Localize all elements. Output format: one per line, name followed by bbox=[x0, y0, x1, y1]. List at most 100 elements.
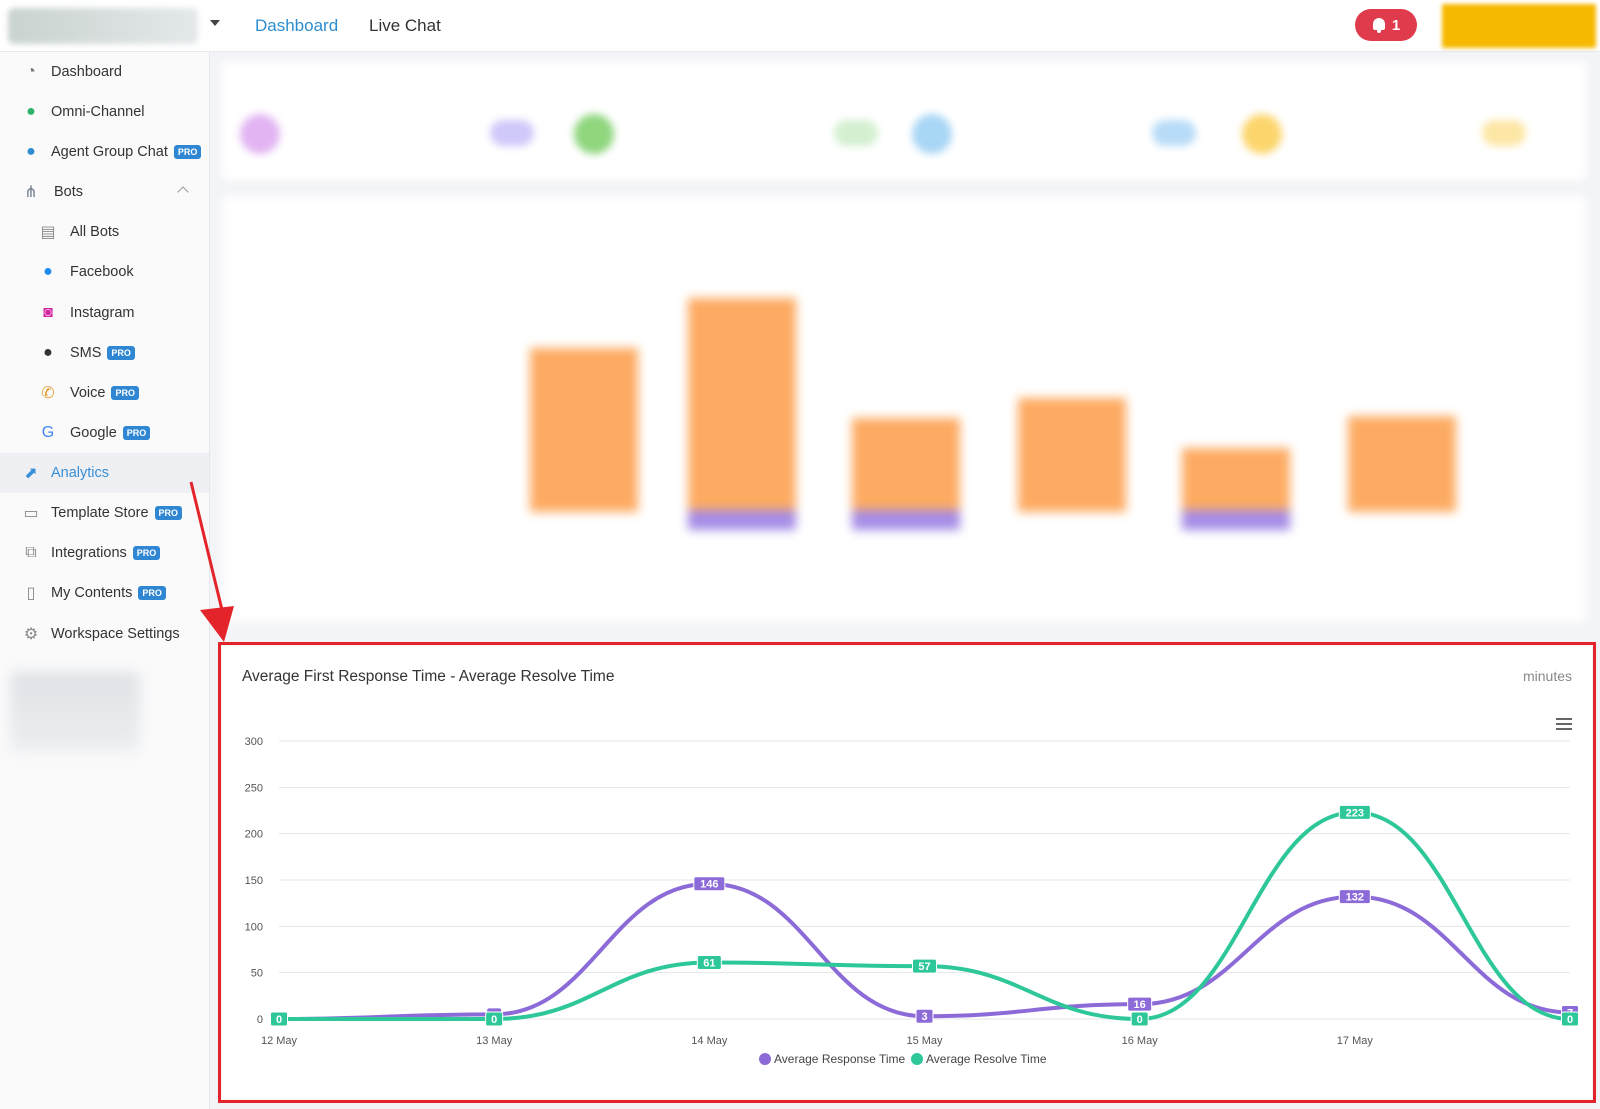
sidebar-item-google[interactable]: G Google PRO bbox=[0, 413, 209, 453]
sidebar-item-instagram[interactable]: ◙ Instagram bbox=[0, 293, 209, 333]
sidebar-item-label: Facebook bbox=[70, 264, 134, 280]
store-icon: ▭ bbox=[23, 505, 39, 522]
dashboard-icon: ◔ bbox=[26, 63, 36, 80]
data-label: 16 bbox=[1134, 999, 1146, 1011]
data-label-bg bbox=[1561, 1011, 1579, 1027]
sidebar-item-label: Template Store bbox=[51, 505, 149, 521]
data-label-bg bbox=[485, 1011, 504, 1027]
sidebar-item-label: Agent Group Chat bbox=[51, 144, 168, 160]
sidebar-item-my-contents[interactable]: ▯ My Contents PRO bbox=[0, 573, 209, 613]
blurred-bar-chart bbox=[222, 196, 1586, 622]
blurred-user-info bbox=[10, 672, 140, 752]
instagram-icon: ◙ bbox=[43, 304, 53, 321]
sidebar-item-label: Integrations bbox=[51, 545, 127, 561]
data-label-bg bbox=[696, 954, 722, 970]
data-label: 0 bbox=[276, 1014, 282, 1026]
sidebar-item-label: All Bots bbox=[70, 224, 120, 240]
nav-live-chat[interactable]: Live Chat bbox=[369, 16, 441, 35]
document-icon: ▯ bbox=[26, 585, 36, 602]
pro-badge: PRO bbox=[122, 426, 151, 440]
sidebar-item-bots[interactable]: ⋔ Bots bbox=[0, 172, 209, 212]
data-label: 223 bbox=[1346, 807, 1364, 819]
data-label-bg bbox=[693, 876, 726, 892]
data-label-bg bbox=[1338, 889, 1371, 905]
sidebar-item-template-store[interactable]: ▭ Template Store PRO bbox=[0, 493, 209, 533]
y-tick-label: 200 bbox=[245, 829, 263, 841]
y-tick-label: 300 bbox=[245, 736, 263, 748]
x-tick-label: 13 May bbox=[476, 1035, 513, 1047]
sidebar-item-label: Google bbox=[70, 425, 117, 441]
chevron-down-icon[interactable] bbox=[210, 20, 220, 26]
pro-badge: PRO bbox=[173, 145, 202, 159]
sidebar-item-facebook[interactable]: ● Facebook bbox=[0, 252, 209, 292]
integrations-icon: ⧉ bbox=[25, 544, 37, 561]
chart-title: Average First Response Time - Average Re… bbox=[242, 668, 615, 685]
data-label: 132 bbox=[1346, 892, 1364, 904]
google-icon: G bbox=[41, 424, 55, 441]
chevron-up-icon[interactable] bbox=[177, 186, 189, 198]
sidebar-item-all-bots[interactable]: ▤ All Bots bbox=[0, 212, 209, 252]
y-tick-label: 50 bbox=[251, 968, 263, 980]
workspace-switcher[interactable] bbox=[8, 8, 198, 44]
chart-menu-icon[interactable] bbox=[1556, 718, 1572, 730]
pro-badge: PRO bbox=[132, 546, 161, 560]
x-tick-label: 16 May bbox=[1122, 1035, 1159, 1047]
sidebar-item-label: Workspace Settings bbox=[51, 626, 180, 642]
sidebar-item-label: Instagram bbox=[70, 305, 135, 321]
nav-dashboard[interactable]: Dashboard bbox=[255, 16, 339, 35]
sitemap-icon: ⋔ bbox=[24, 184, 38, 201]
gear-icon: ⚙ bbox=[23, 626, 39, 643]
x-tick-label: 17 May bbox=[1337, 1035, 1374, 1047]
sidebar-item-agent-group-chat[interactable]: ● Agent Group Chat PRO bbox=[0, 132, 209, 172]
sidebar-item-label: My Contents bbox=[51, 585, 133, 601]
x-tick-label: 15 May bbox=[906, 1035, 943, 1047]
series-line-1 bbox=[277, 810, 1572, 1022]
blurred-stat-cards bbox=[222, 62, 1586, 180]
sidebar-item-integrations[interactable]: ⧉ Integrations PRO bbox=[0, 533, 209, 573]
chat-bubbles-icon: ● bbox=[26, 103, 36, 120]
messenger-icon: ● bbox=[43, 263, 53, 280]
account-menu-button[interactable] bbox=[1442, 4, 1596, 48]
response-time-chart-panel: Average First Response Time - Average Re… bbox=[222, 646, 1592, 1100]
agent-headset-icon: ● bbox=[26, 143, 36, 160]
x-tick-label: 14 May bbox=[691, 1035, 728, 1047]
chart-units: minutes bbox=[1522, 668, 1572, 684]
sidebar-item-label: SMS bbox=[70, 345, 102, 361]
pro-badge: PRO bbox=[138, 586, 166, 600]
data-label: 0 bbox=[491, 1014, 497, 1026]
sidebar-item-label: Voice bbox=[70, 385, 106, 401]
sidebar-item-analytics[interactable]: ⬈ Analytics bbox=[0, 453, 209, 493]
data-label-bg bbox=[1130, 1011, 1149, 1027]
sidebar-item-label: Analytics bbox=[51, 465, 110, 481]
book-icon: ▤ bbox=[40, 224, 56, 241]
sidebar-item-omni-channel[interactable]: ● Omni-Channel bbox=[0, 92, 209, 132]
data-label-bg bbox=[1338, 804, 1371, 820]
data-label: 0 bbox=[1137, 1014, 1143, 1026]
top-bar: Dashboard Live Chat 1 bbox=[0, 0, 1600, 52]
data-label: 61 bbox=[703, 957, 715, 969]
data-label: 146 bbox=[700, 879, 718, 891]
phone-icon: ✆ bbox=[41, 385, 55, 402]
data-label: 0 bbox=[1567, 1014, 1573, 1026]
sidebar-item-label: Omni-Channel bbox=[51, 104, 145, 120]
legend-swatch bbox=[911, 1053, 923, 1065]
sidebar-item-voice[interactable]: ✆ Voice PRO bbox=[0, 373, 209, 413]
sms-icon: ● bbox=[43, 344, 53, 361]
highlight-box bbox=[218, 642, 1596, 1103]
data-label: 57 bbox=[918, 961, 930, 973]
y-tick-label: 0 bbox=[257, 1014, 263, 1026]
data-label: 3 bbox=[921, 1011, 927, 1023]
data-label-bg bbox=[915, 1008, 934, 1024]
pro-badge: PRO bbox=[154, 506, 183, 520]
y-tick-label: 250 bbox=[245, 782, 263, 794]
sidebar-item-dashboard[interactable]: ◔ Dashboard bbox=[0, 52, 209, 92]
notifications-button[interactable]: 1 bbox=[1355, 9, 1417, 41]
legend-label: Average Resolve Time bbox=[926, 1052, 1047, 1066]
sidebar-item-sms[interactable]: ● SMS PRO bbox=[0, 333, 209, 373]
sidebar: ◔ Dashboard ● Omni-Channel ● Agent Group Chat… bbox=[0, 52, 210, 1109]
y-tick-label: 150 bbox=[245, 875, 263, 887]
sidebar-item-workspace-settings[interactable]: ⚙ Workspace Settings bbox=[0, 614, 209, 654]
pro-badge: PRO bbox=[107, 346, 135, 360]
analytics-icon: ⬈ bbox=[24, 465, 38, 482]
